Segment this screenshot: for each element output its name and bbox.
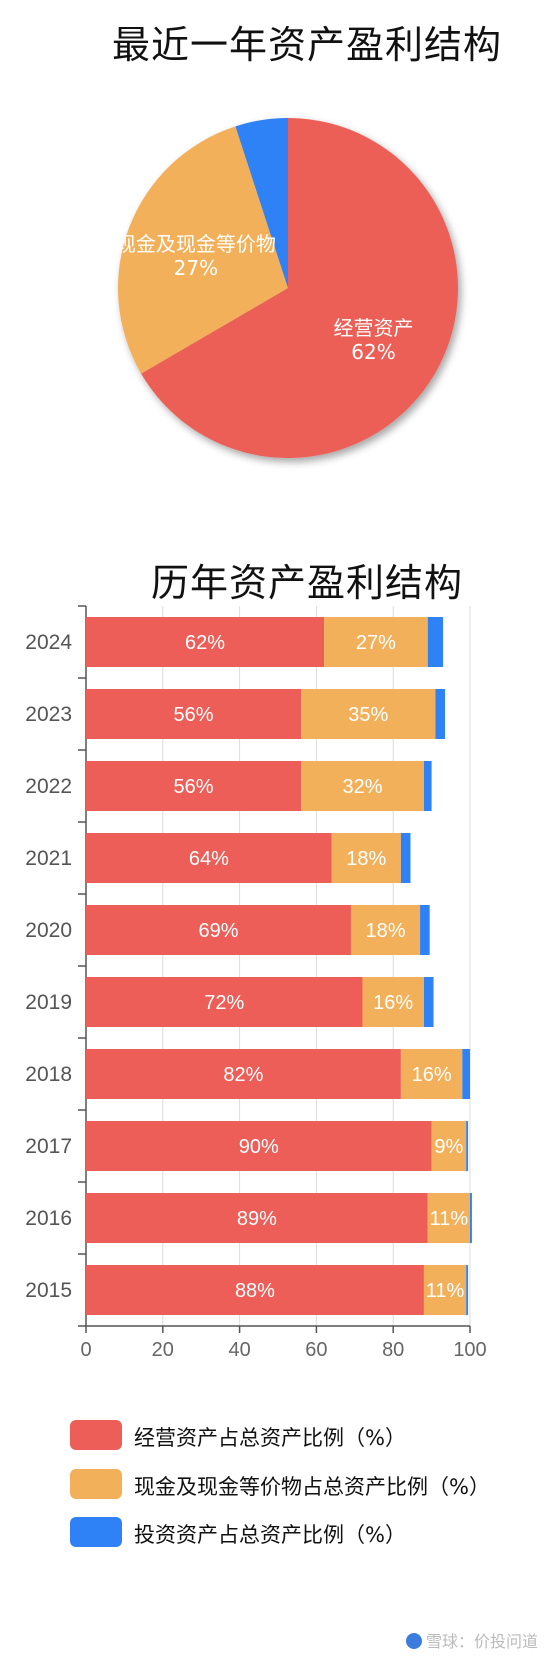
pie-slices: [118, 118, 459, 458]
bar-label-2016-series-0: 89%: [237, 1208, 277, 1230]
bar-label-2020-series-1: 18%: [366, 920, 406, 942]
bar-label-2015-series-0: 88%: [235, 1280, 275, 1302]
bar-label-2018-series-1: 16%: [412, 1064, 452, 1086]
pie-slice-pct-0: 62%: [351, 340, 395, 364]
pie-slice-1: [118, 126, 288, 374]
x-tick-label-0: 0: [80, 1339, 91, 1361]
bar-label-2015-series-1: 11%: [426, 1280, 465, 1302]
bar-2024-series-0: [86, 617, 325, 667]
bar-2020-series-1: [350, 905, 421, 955]
legend-label-operating: 经营资产占总资产比例（%）: [134, 1426, 406, 1450]
bar-label-2020-series-0: 69%: [198, 920, 238, 942]
bar-2018-series-2: [462, 1049, 470, 1099]
y-tick-label-2020: 2020: [25, 919, 72, 942]
bar-2020-series-0: [86, 905, 351, 955]
bar-2024-series-1: [324, 617, 428, 667]
bar-chart-title: 历年资产盈利结构: [150, 561, 463, 605]
x-tick-label-80: 80: [382, 1339, 404, 1361]
bar-label-2022-series-0: 56%: [174, 776, 214, 798]
bar-2024-series-2: [427, 617, 444, 667]
bar-2020-series-2: [420, 905, 430, 955]
y-tick-label-2024: 2024: [25, 631, 72, 654]
bar-label-2019-series-0: 72%: [204, 992, 244, 1014]
x-tick-label-20: 20: [152, 1339, 174, 1361]
bar-2023-series-1: [301, 689, 436, 739]
bar-label-2023-series-1: 35%: [348, 704, 388, 726]
bar-2019-series-2: [423, 977, 434, 1027]
pie-chart-title: 最近一年资产盈利结构: [111, 23, 502, 67]
bar-2019-series-1: [362, 977, 424, 1027]
y-tick-label-2022: 2022: [25, 775, 72, 798]
bar-2017-series-2: [466, 1121, 469, 1171]
watermark-text: 雪球：价投问道: [425, 1632, 538, 1651]
bar-2022-series-2: [423, 761, 432, 811]
bar-2016-series-0: [86, 1193, 428, 1243]
snowball-logo-icon: [405, 1633, 422, 1649]
pie-slice-2: [235, 118, 288, 288]
bar-2015-series-1: [423, 1265, 467, 1315]
y-tick-label-2015: 2015: [25, 1279, 72, 1302]
pie-slice-label-0: 经营资产: [333, 316, 413, 340]
y-tick-label-2019: 2019: [25, 991, 72, 1014]
bar-2023-series-2: [435, 689, 446, 739]
bar-label-2017-series-0: 90%: [239, 1136, 279, 1158]
y-tick-label-2021: 2021: [25, 847, 72, 870]
legend-swatch-cash: [70, 1469, 122, 1499]
bar-label-2024-series-1: 27%: [356, 632, 396, 654]
x-tick-label-40: 40: [228, 1339, 250, 1361]
bar-label-2021-series-0: 64%: [189, 848, 229, 870]
bar-2021-series-0: [86, 833, 332, 883]
bar-2018-series-1: [400, 1049, 463, 1099]
bar-label-2018-series-0: 82%: [223, 1064, 263, 1086]
pie-slice-0: [141, 118, 459, 458]
bar-label-2021-series-1: 18%: [346, 848, 386, 870]
y-tick-label-2016: 2016: [25, 1207, 72, 1230]
bar-2021-series-1: [331, 833, 401, 883]
bar-2022-series-0: [86, 761, 302, 811]
y-tick-label-2023: 2023: [25, 703, 72, 726]
bar-label-2017-series-1: 9%: [434, 1136, 463, 1158]
bar-2019-series-0: [86, 977, 363, 1027]
bar-2017-series-1: [431, 1121, 467, 1171]
bar-label-2022-series-1: 32%: [342, 776, 382, 798]
pie-slice-pct-1: 27%: [174, 256, 218, 280]
pie-slice-label-1: 现金及现金等价物: [116, 232, 276, 256]
x-tick-label-60: 60: [305, 1339, 327, 1361]
y-tick-label-2017: 2017: [25, 1135, 72, 1158]
watermark: 雪球：价投问道: [405, 1628, 538, 1652]
legend-label-cash: 现金及现金等价物占总资产比例（%）: [134, 1475, 490, 1499]
bar-label-2016-series-1: 11%: [430, 1208, 469, 1230]
bar-label-2019-series-1: 16%: [373, 992, 413, 1014]
legend-swatch-operating: [70, 1420, 122, 1450]
legend-label-investment: 投资资产占总资产比例（%）: [134, 1523, 406, 1547]
bar-2016-series-1: [427, 1193, 470, 1243]
bar-label-2024-series-0: 62%: [185, 632, 225, 654]
legend-swatch-investment: [70, 1517, 122, 1547]
bar-2021-series-2: [400, 833, 411, 883]
bar-2015-series-0: [86, 1265, 424, 1315]
bar-2015-series-2: [466, 1265, 469, 1315]
bar-2022-series-1: [301, 761, 424, 811]
bar-2023-series-0: [86, 689, 302, 739]
y-tick-label-2018: 2018: [25, 1063, 72, 1086]
bar-label-2023-series-0: 56%: [174, 704, 214, 726]
x-tick-label-100: 100: [453, 1339, 486, 1361]
bar-2017-series-0: [86, 1121, 432, 1171]
bar-2016-series-2: [470, 1193, 472, 1243]
bar-2018-series-0: [86, 1049, 401, 1099]
